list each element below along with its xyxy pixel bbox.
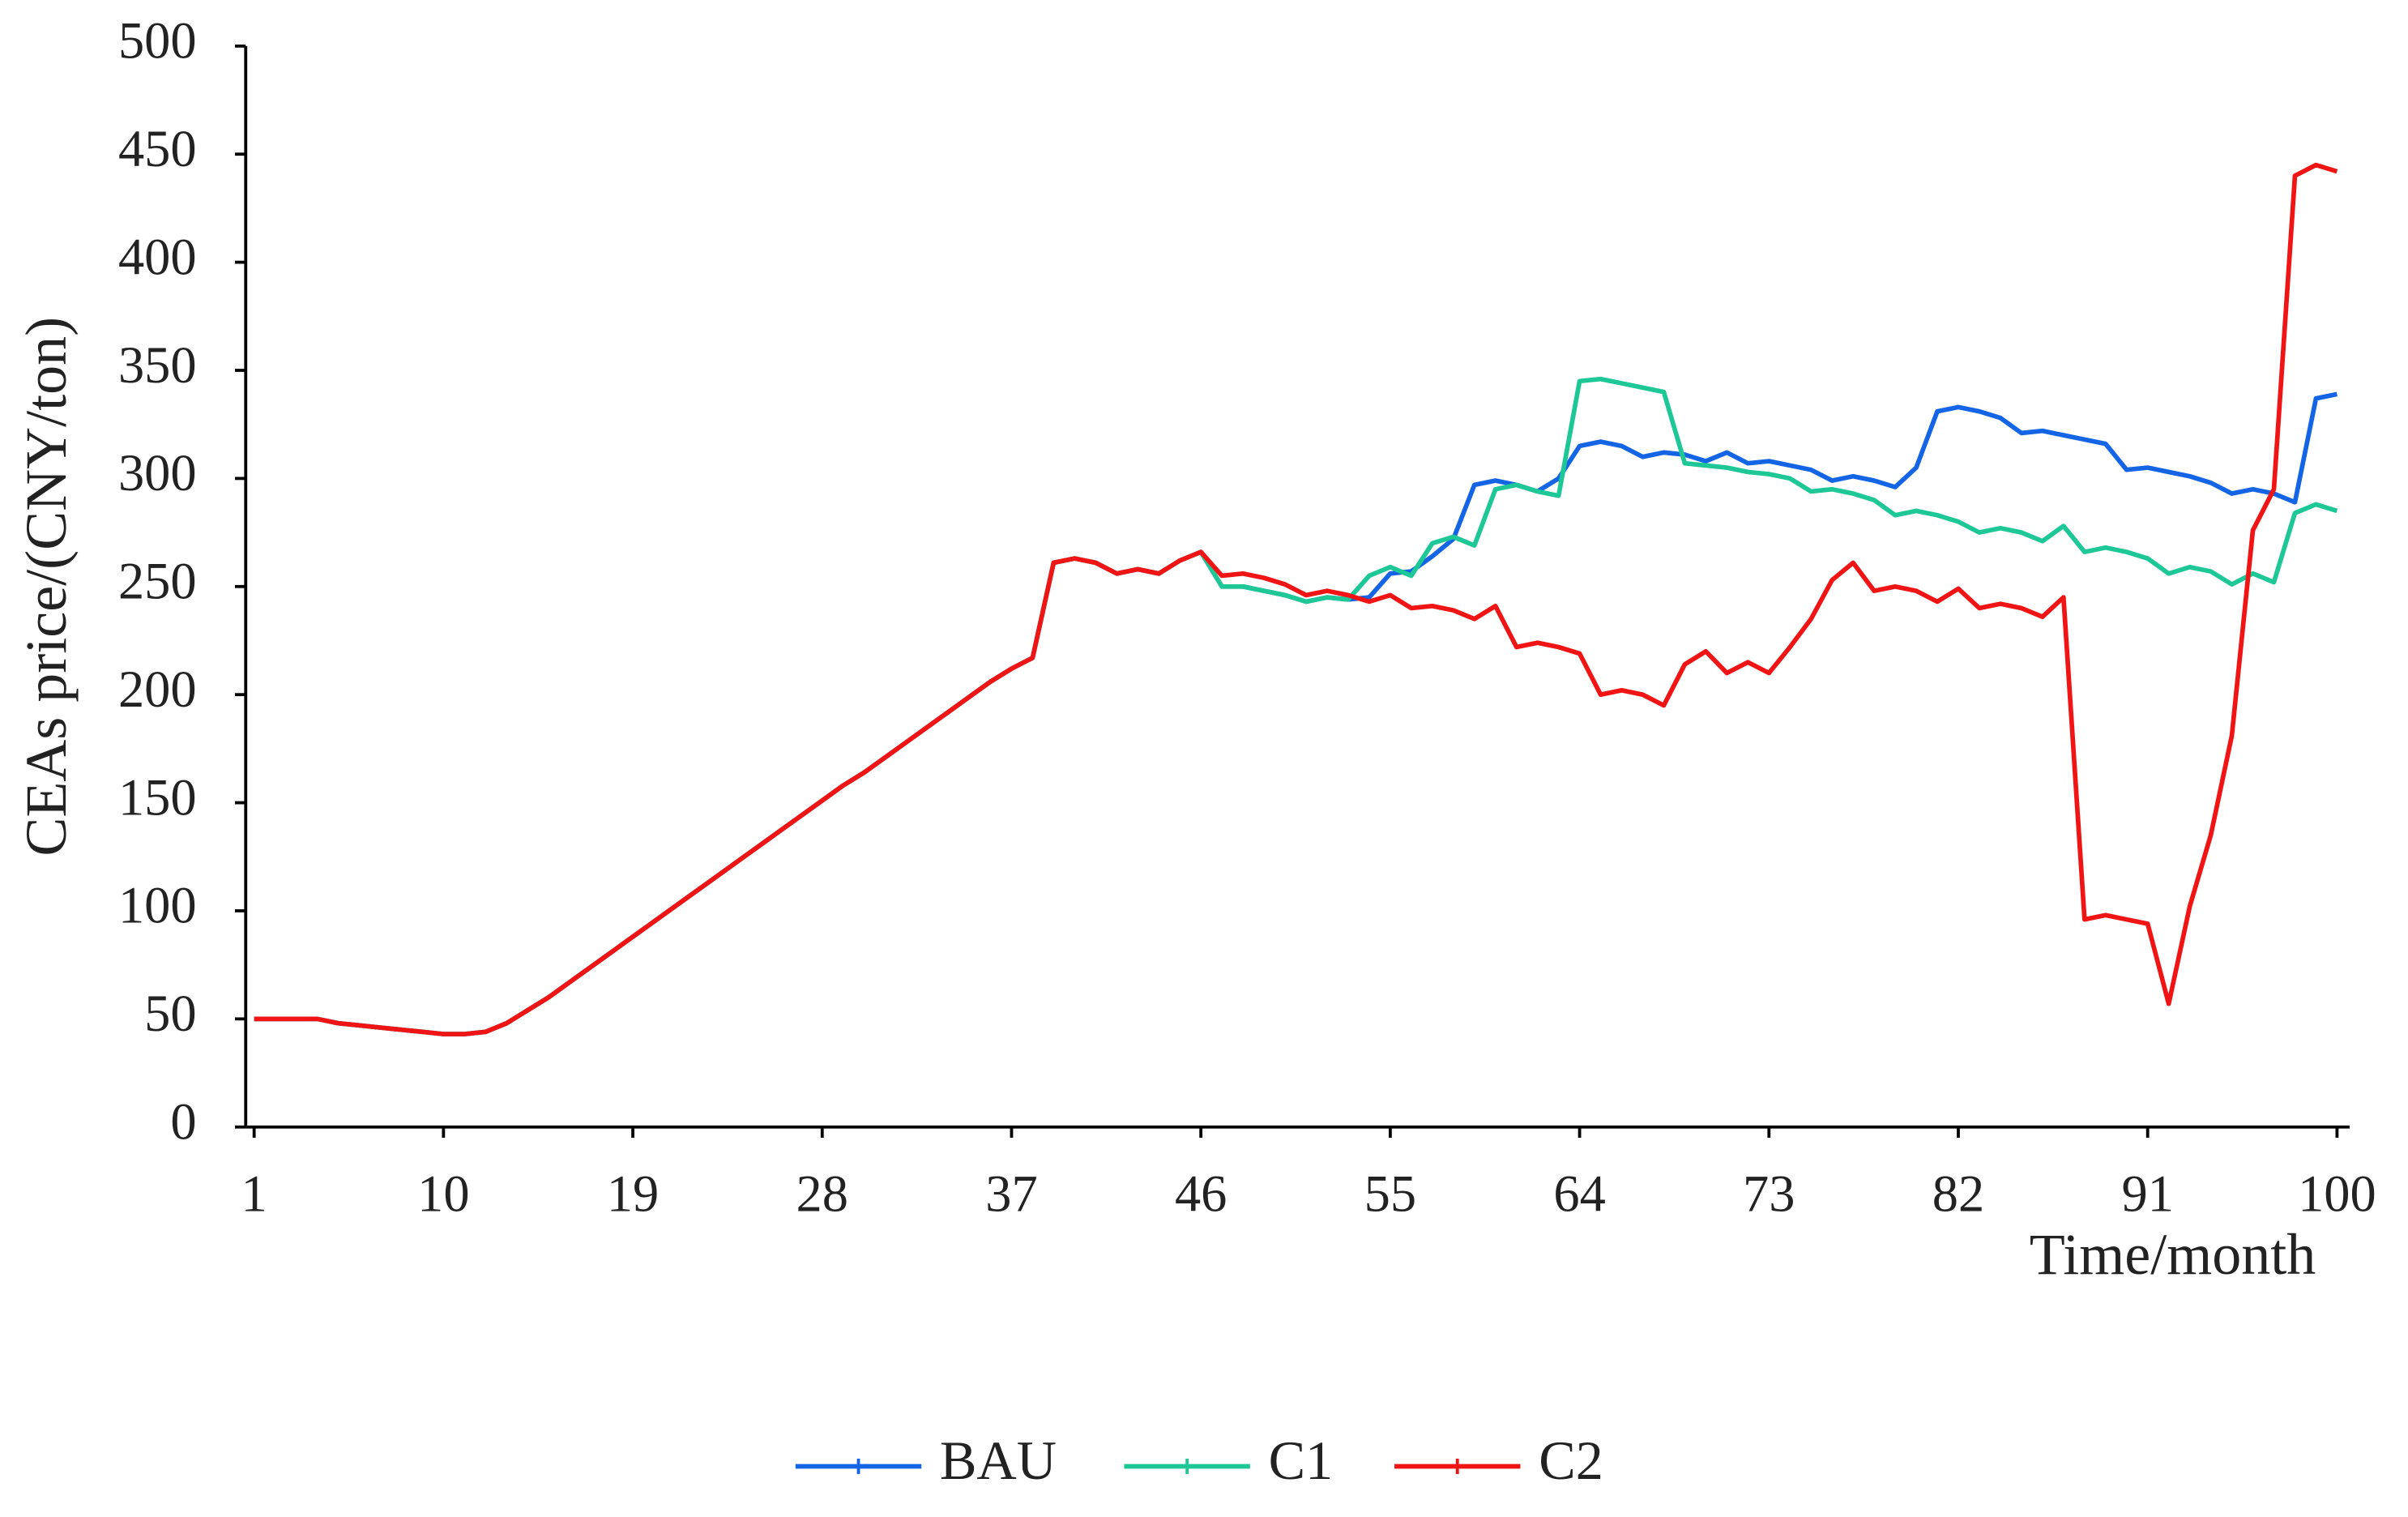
x-tick-label: 1 (241, 1165, 267, 1223)
x-tick-label: 55 (1364, 1165, 1416, 1223)
x-tick-label: 73 (1743, 1165, 1795, 1223)
series-line (254, 391, 2338, 1036)
x-tick-label: 19 (607, 1165, 659, 1223)
y-axis-title: CEAs price/(CNY/ton) (14, 317, 79, 857)
y-tick-label: 450 (118, 120, 197, 177)
y-tick-label: 250 (118, 553, 197, 610)
legend-marker (1449, 1459, 1466, 1474)
legend-label: C1 (1269, 1429, 1334, 1491)
x-tick-label: 91 (2121, 1165, 2173, 1223)
x-tick-label: 82 (1932, 1165, 1984, 1223)
legend-label: BAU (940, 1429, 1057, 1491)
legend-marker (851, 1459, 867, 1474)
x-axis-title: Time/month (2030, 1222, 2316, 1287)
series-line (254, 162, 2338, 1036)
x-tick-label: 37 (985, 1165, 1037, 1223)
y-tick-label: 300 (118, 444, 197, 502)
y-tick-label: 200 (118, 660, 197, 718)
legend-marker (1179, 1459, 1195, 1474)
x-tick-label: 100 (2298, 1165, 2376, 1223)
x-tick-label: 46 (1175, 1165, 1227, 1223)
x-tick-label: 10 (417, 1165, 469, 1223)
legend-label: C2 (1539, 1429, 1603, 1491)
x-tick-label: 64 (1553, 1165, 1605, 1223)
y-tick-label: 50 (144, 985, 196, 1042)
y-tick-label: 500 (118, 12, 197, 70)
y-tick-label: 0 (170, 1093, 196, 1151)
x-tick-label: 28 (796, 1165, 848, 1223)
y-tick-label: 350 (118, 336, 197, 394)
y-tick-label: 100 (118, 877, 197, 934)
y-tick-label: 150 (118, 768, 197, 826)
series-line (254, 376, 2338, 1036)
y-tick-label: 400 (118, 228, 197, 285)
